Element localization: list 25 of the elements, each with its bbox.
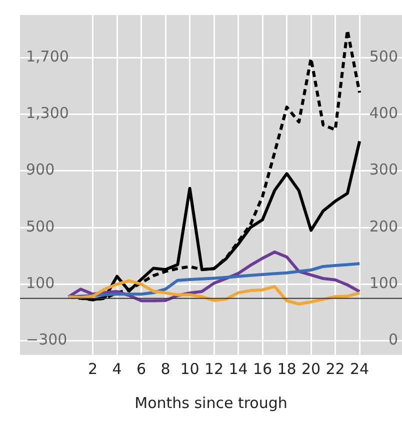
x-tick-label: 18 (277, 360, 296, 378)
x-tick-label: 24 (350, 360, 370, 378)
x-tick-label: 14 (228, 360, 248, 378)
x-tick-label: 20 (302, 360, 321, 378)
x-tick-label: 2 (88, 360, 98, 378)
x-tick-label: 6 (136, 360, 146, 378)
y2-tick-label: 0 (388, 330, 398, 349)
x-tick-label: 22 (326, 360, 345, 378)
y-tick-label: 1,300 (26, 104, 69, 122)
x-tick-label: 4 (112, 360, 122, 378)
y-tick-label: −300 (26, 330, 68, 349)
x-tick-label: 16 (252, 360, 272, 378)
x-tick-label: 12 (204, 360, 224, 378)
y-tick-label: 500 (26, 217, 55, 236)
y2-tick-label: 100 (369, 274, 398, 292)
x-tick-label: 10 (180, 360, 200, 378)
y-tick-label: 1,700 (26, 47, 69, 66)
y-tick-label: 100 (26, 274, 55, 292)
y2-tick-label: 400 (369, 104, 398, 122)
y2-tick-label: 200 (369, 217, 398, 236)
x-axis-title: Months since trough (134, 394, 288, 412)
y-tick-label: 900 (26, 160, 55, 179)
y2-tick-label: 500 (369, 47, 398, 66)
x-tick-label: 8 (160, 360, 170, 378)
y2-tick-label: 300 (369, 160, 398, 179)
